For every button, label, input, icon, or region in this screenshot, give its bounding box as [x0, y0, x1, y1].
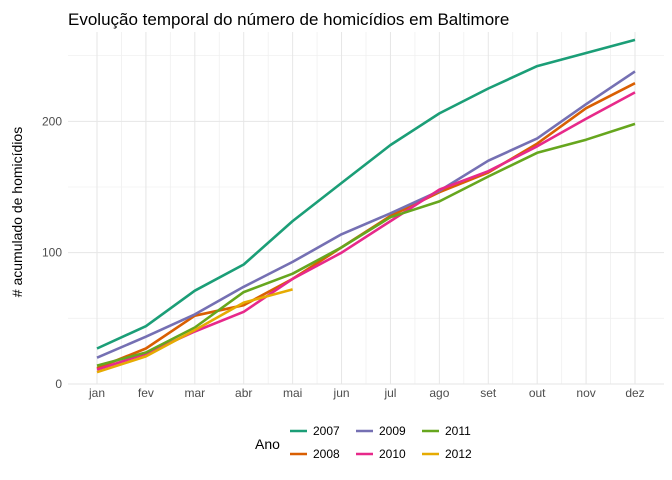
- series-lines: [96, 38, 636, 374]
- y-tick-label: 200: [42, 114, 62, 128]
- legend-label: 2011: [445, 424, 471, 438]
- legend-label: 2007: [313, 424, 340, 438]
- x-tick-label: mar: [184, 386, 205, 400]
- y-axis-label: # acumulado de homicídios: [9, 127, 25, 297]
- series-line-2011: [96, 122, 636, 367]
- legend-item-2009: 2009: [356, 424, 406, 438]
- legend-label: 2008: [313, 447, 340, 461]
- y-tick-label: 0: [55, 377, 62, 391]
- x-tick-label: out: [529, 386, 546, 400]
- legend-item-2007: 2007: [290, 424, 340, 438]
- legend-item-2010: 2010: [356, 447, 406, 461]
- x-tick-label: jul: [383, 386, 396, 400]
- x-tick-label: jan: [88, 386, 105, 400]
- series-line-2012: [96, 288, 293, 374]
- x-tick-label: ago: [429, 386, 449, 400]
- legend-label: 2012: [445, 447, 472, 461]
- legend-label: 2010: [379, 447, 406, 461]
- grid: [68, 32, 664, 385]
- legend-item-2008: 2008: [290, 447, 340, 461]
- legend-item-2012: 2012: [422, 447, 472, 461]
- legend: Ano 2007 2008 2009 2010 2011 2012: [255, 424, 472, 461]
- y-tick-labels: 0 100 200: [42, 114, 62, 391]
- x-tick-label: jun: [333, 386, 350, 400]
- x-tick-label: set: [480, 386, 497, 400]
- series-line-2007: [96, 38, 636, 350]
- x-tick-labels: jan fev mar abr mai jun jul ago set out nov dez: [88, 386, 645, 400]
- x-tick-label: abr: [235, 386, 252, 400]
- x-tick-label: mai: [283, 386, 302, 400]
- y-tick-label: 100: [42, 246, 62, 260]
- x-tick-label: dez: [625, 386, 644, 400]
- legend-label: 2009: [379, 424, 406, 438]
- x-tick-label: fev: [138, 386, 154, 400]
- x-tick-label: nov: [576, 386, 595, 400]
- legend-item-2011: 2011: [422, 424, 471, 438]
- legend-title: Ano: [255, 436, 280, 452]
- series-line-2009: [96, 70, 636, 359]
- chart-title: Evolução temporal do número de homicídio…: [68, 10, 509, 29]
